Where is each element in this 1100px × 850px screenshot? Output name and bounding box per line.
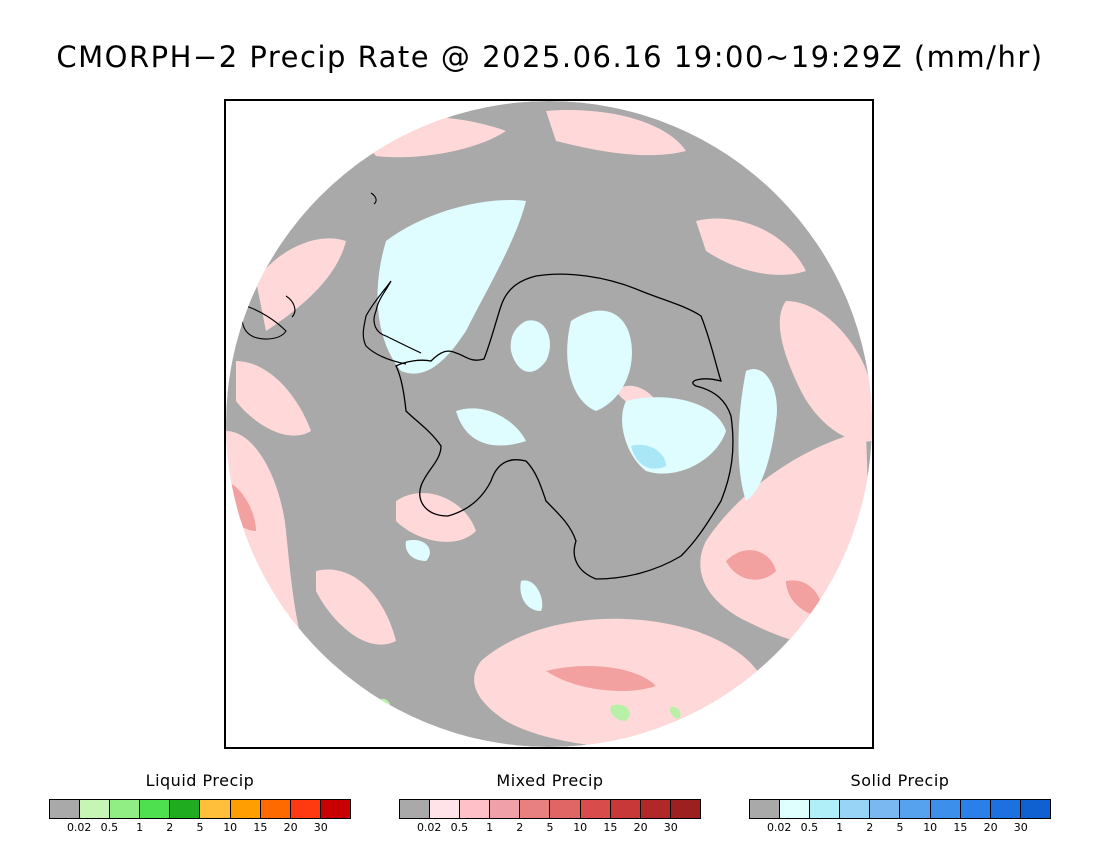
south-america-coastline bbox=[241, 192, 377, 340]
legend-swatch bbox=[490, 800, 521, 818]
legend-title: Mixed Precip bbox=[496, 771, 604, 790]
legend-tick-label: 20 bbox=[283, 821, 298, 834]
legend-tick-label: 0.02 bbox=[416, 821, 442, 834]
legend-tick-label: 0.02 bbox=[66, 821, 92, 834]
legend-swatch bbox=[1020, 800, 1050, 818]
tick-labels: 0.02 0.5 1 2 5 10 15 20 30 bbox=[399, 821, 701, 835]
legend-tick-label: 5 bbox=[546, 821, 554, 834]
legend-tick-label: 5 bbox=[196, 821, 204, 834]
legend-swatch bbox=[170, 800, 201, 818]
legend-swatch bbox=[990, 800, 1021, 818]
color-bar bbox=[749, 799, 1051, 819]
legend-tick-label: 20 bbox=[983, 821, 998, 834]
tick-labels: 0.02 0.5 1 2 5 10 15 20 30 bbox=[49, 821, 351, 835]
antarctic-peninsula-coastline bbox=[362, 280, 422, 365]
legend-tick-label: 15 bbox=[953, 821, 968, 834]
legend-swatch bbox=[320, 800, 350, 818]
legend-swatch bbox=[580, 800, 611, 818]
color-bar bbox=[49, 799, 351, 819]
legend-swatch bbox=[640, 800, 671, 818]
legend-solid-precip: Solid Precip 0.02 0.5 1 2 5 10 15 20 30 bbox=[749, 771, 1051, 835]
legend-tick-label: 20 bbox=[633, 821, 648, 834]
legend-swatch bbox=[430, 800, 461, 818]
antarctica-coastline bbox=[395, 273, 734, 580]
legend-swatch bbox=[960, 800, 991, 818]
legend-swatch bbox=[780, 800, 811, 818]
legend-tick-label: 10 bbox=[923, 821, 938, 834]
map-title: CMORPH−2 Precip Rate @ 2025.06.16 19:00~… bbox=[56, 40, 1044, 74]
legend-mixed-precip: Mixed Precip 0.02 0.5 1 2 5 10 15 20 30 bbox=[399, 771, 701, 835]
legend-swatch bbox=[750, 800, 781, 818]
legend-swatch bbox=[50, 800, 81, 818]
legend-tick-label: 2 bbox=[516, 821, 524, 834]
legend-swatch bbox=[140, 800, 171, 818]
legend-swatch bbox=[400, 800, 431, 818]
tick-labels: 0.02 0.5 1 2 5 10 15 20 30 bbox=[749, 821, 1051, 835]
legend-liquid-precip: Liquid Precip 0.02 0.5 1 2 5 10 15 20 30 bbox=[49, 771, 351, 835]
legend-tick-label: 10 bbox=[573, 821, 588, 834]
legend-tick-label: 30 bbox=[663, 821, 678, 834]
legend-swatch bbox=[900, 800, 931, 818]
legend-tick-label: 30 bbox=[313, 821, 328, 834]
map-frame bbox=[224, 99, 874, 749]
legend-swatch bbox=[110, 800, 141, 818]
polar-precip-map bbox=[226, 101, 872, 747]
legend-tick-label: 2 bbox=[166, 821, 174, 834]
legend-swatch bbox=[520, 800, 551, 818]
legend-swatch bbox=[870, 800, 901, 818]
legend-title: Solid Precip bbox=[850, 771, 950, 790]
legend-swatch bbox=[670, 800, 700, 818]
legend-tick-label: 30 bbox=[1013, 821, 1028, 834]
legend-swatch bbox=[930, 800, 961, 818]
legend-tick-label: 0.5 bbox=[800, 821, 819, 834]
legend-tick-label: 1 bbox=[836, 821, 844, 834]
legend-tick-label: 2 bbox=[866, 821, 874, 834]
solid-moderate-areas bbox=[631, 444, 666, 469]
legend-swatch bbox=[260, 800, 291, 818]
legend-swatch bbox=[290, 800, 321, 818]
legend-tick-label: 1 bbox=[136, 821, 144, 834]
legend-tick-label: 5 bbox=[896, 821, 904, 834]
legend-title: Liquid Precip bbox=[145, 771, 255, 790]
precip-disc bbox=[226, 101, 872, 747]
color-bar bbox=[399, 799, 701, 819]
legend-swatch bbox=[550, 800, 581, 818]
legend-tick-label: 0.02 bbox=[766, 821, 792, 834]
legend-swatch bbox=[810, 800, 841, 818]
legend-swatch bbox=[230, 800, 261, 818]
legend-tick-label: 10 bbox=[223, 821, 238, 834]
legend-swatch bbox=[200, 800, 231, 818]
solid-precip-areas bbox=[377, 200, 777, 611]
legend-tick-label: 15 bbox=[253, 821, 268, 834]
legend-swatch bbox=[610, 800, 641, 818]
legend-tick-label: 0.5 bbox=[450, 821, 469, 834]
legend-tick-label: 15 bbox=[603, 821, 618, 834]
legend-swatch bbox=[840, 800, 871, 818]
legend-tick-label: 0.5 bbox=[100, 821, 119, 834]
legend-swatch bbox=[460, 800, 491, 818]
legend-swatch bbox=[80, 800, 111, 818]
legend-tick-label: 1 bbox=[486, 821, 494, 834]
